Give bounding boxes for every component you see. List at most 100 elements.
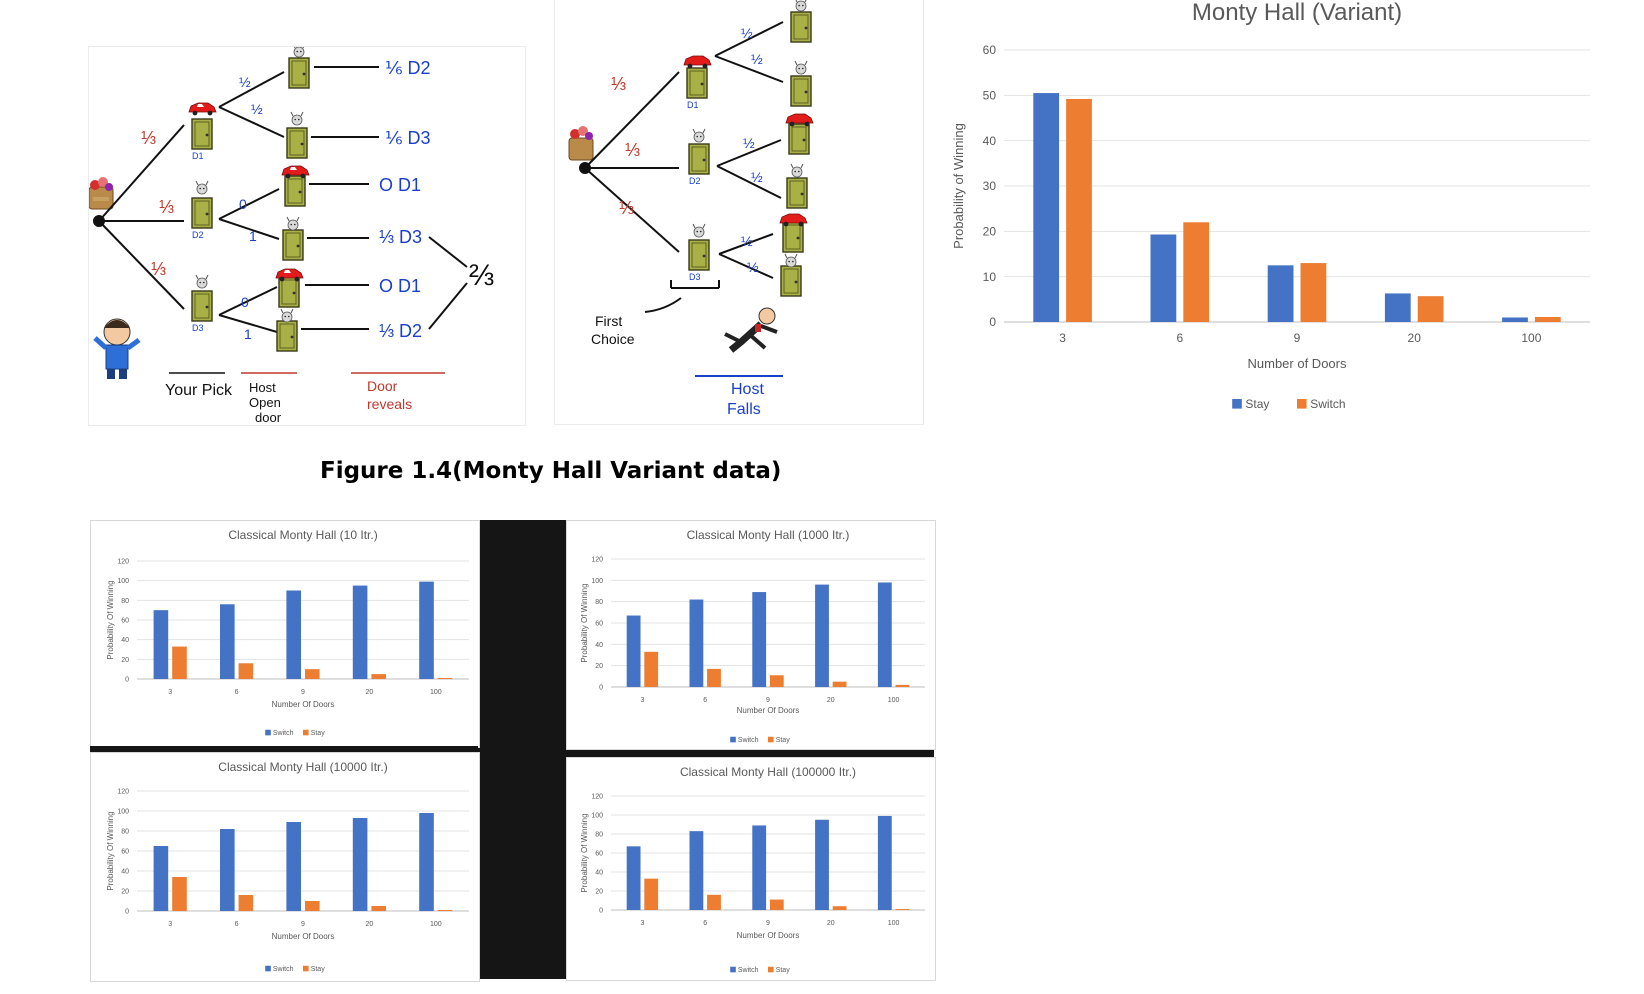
legend-label: Switch (738, 737, 759, 744)
tree1-host-4: 1 (249, 228, 257, 244)
tree2-prob-1: ⅓ (611, 74, 626, 94)
bar-stay-20 (832, 681, 847, 687)
tree-diagram-1: ⅓ ⅓ ⅓ D1 D2 D3 ½ ½ 0 1 0 1 ⅙ D2 ⅙ D3 O D… (88, 43, 526, 426)
legend-swatch (1232, 399, 1242, 409)
chart-svg-100000: Classical Monty Hall (100000 Itr.) 0 20 40 6… (580, 765, 925, 974)
tree1-col-host-2: Open (249, 395, 281, 410)
legend-label: Stay (1245, 397, 1269, 411)
bar-switch-100 (419, 581, 434, 679)
y-tick-label: 40 (595, 642, 603, 649)
chart-title: Classical Monty Hall (10 Itr.) (228, 528, 377, 542)
horizontal-divider (566, 750, 934, 757)
host-character-icon (93, 318, 141, 379)
bar-stay-6 (238, 895, 254, 911)
bar-stay-6 (1150, 234, 1177, 322)
x-tick-label: 6 (235, 689, 239, 696)
figure-caption: Figure 1.4(Monty Hall Variant data) (320, 458, 782, 484)
legend-swatch (303, 729, 309, 736)
x-tick-label: 3 (168, 921, 172, 928)
car-icon (683, 55, 712, 69)
y-tick-label: 100 (591, 812, 603, 819)
falling-host-icon (724, 307, 778, 353)
chart-svg-variant: Monty Hall (Variant) 0 10 20 30 40 50 60 3 6 9 20 10… (951, 0, 1590, 411)
car-icon (188, 102, 217, 116)
y-tick-label: 60 (595, 850, 603, 857)
tree1-host-2: ½ (251, 101, 263, 117)
door-d1 (686, 67, 708, 99)
bar-stay-20 (1384, 293, 1411, 322)
y-tick-label: 60 (121, 617, 129, 624)
x-tick-label: 20 (827, 697, 835, 704)
bar-stay-3 (1033, 93, 1060, 322)
door-d1 (191, 118, 213, 150)
goat-icon (292, 43, 306, 58)
tree2-prob-3: ⅓ (619, 198, 634, 218)
bar-switch-6 (1183, 222, 1210, 322)
legend-label: Stay (311, 730, 326, 737)
bar-switch-9 (752, 825, 767, 910)
x-tick-label: 9 (1294, 331, 1301, 345)
bar-stay-100 (895, 684, 910, 687)
y-tick-label: 120 (591, 793, 603, 800)
tree2-first-choice-1: First (595, 313, 622, 329)
x-tick-label: 9 (301, 921, 305, 928)
tree1-host-6: 1 (244, 326, 252, 342)
bar-switch-3 (626, 846, 641, 910)
y-axis-label: Probability of Winning (951, 123, 966, 249)
x-axis-label: Number Of Doors (272, 700, 335, 709)
door-d2 (191, 197, 213, 229)
chart-monty-hall-variant: Monty Hall (Variant) 0 10 20 30 40 50 60 3 6 9 20 10… (940, 0, 1620, 420)
legend-swatch (265, 729, 271, 736)
x-tick-label: 100 (430, 921, 442, 928)
x-tick-label: 20 (1408, 331, 1422, 345)
x-tick-label: 100 (430, 689, 442, 696)
tree2-host-falls-1: Host (731, 381, 764, 398)
tree2-host-1: ½ (741, 25, 753, 41)
chart-svg-1000: Classical Monty Hall (1000 Itr.) 0 20 40 60 8… (580, 528, 925, 744)
goat-icon (195, 180, 209, 195)
door-icon (790, 75, 812, 107)
door-d2 (688, 143, 710, 175)
chart-title: Classical Monty Hall (10000 Itr.) (218, 760, 387, 774)
bar-switch-6 (220, 604, 235, 679)
tree1-outcome-4: ⅓ D3 (379, 227, 422, 247)
bar-switch-9 (1300, 263, 1327, 322)
legend-swatch (730, 966, 736, 973)
y-tick-label: 20 (595, 663, 603, 670)
y-tick-label: 20 (983, 225, 997, 239)
chart-title: Classical Monty Hall (1000 Itr.) (687, 528, 850, 542)
legend-swatch (730, 736, 736, 743)
y-tick-label: 20 (595, 888, 603, 895)
goat-icon (784, 253, 798, 268)
bar-switch-6 (689, 831, 704, 910)
tree1-door-d1: D1 (192, 151, 204, 161)
gift-basket-icon (88, 177, 114, 210)
tree2-host-4: ½ (751, 169, 763, 185)
goat-icon (286, 216, 300, 231)
bar-stay-9 (769, 675, 784, 687)
tree2-host-5: ½ (741, 233, 753, 249)
x-tick-label: 100 (888, 920, 900, 927)
y-tick-label: 0 (125, 908, 129, 915)
bar-stay-9 (769, 899, 784, 910)
y-tick-label: 100 (117, 808, 129, 815)
bar-switch-9 (286, 590, 302, 679)
tree1-col-door-1: Door (367, 378, 398, 394)
bar-stay-9 (304, 901, 320, 911)
x-tick-label: 6 (235, 921, 239, 928)
legend-label: Stay (776, 967, 791, 974)
bar-switch-20 (815, 584, 829, 687)
tree1-outcome-6: ⅓ D2 (379, 321, 422, 341)
bar-stay-3 (172, 877, 187, 911)
x-tick-label: 3 (168, 689, 172, 696)
door-icon (788, 123, 810, 155)
y-tick-label: 80 (595, 831, 603, 838)
y-tick-label: 80 (121, 598, 129, 605)
door-d3 (688, 239, 710, 271)
legend-swatch (768, 966, 774, 973)
goat-icon (290, 111, 304, 126)
y-tick-label: 0 (125, 676, 129, 683)
y-tick-label: 100 (591, 578, 603, 585)
tree2-host-falls-2: Falls (727, 401, 761, 418)
chart-svg-10000: Classical Monty Hall (10000 Itr.) 0 20 40 60… (106, 760, 469, 973)
